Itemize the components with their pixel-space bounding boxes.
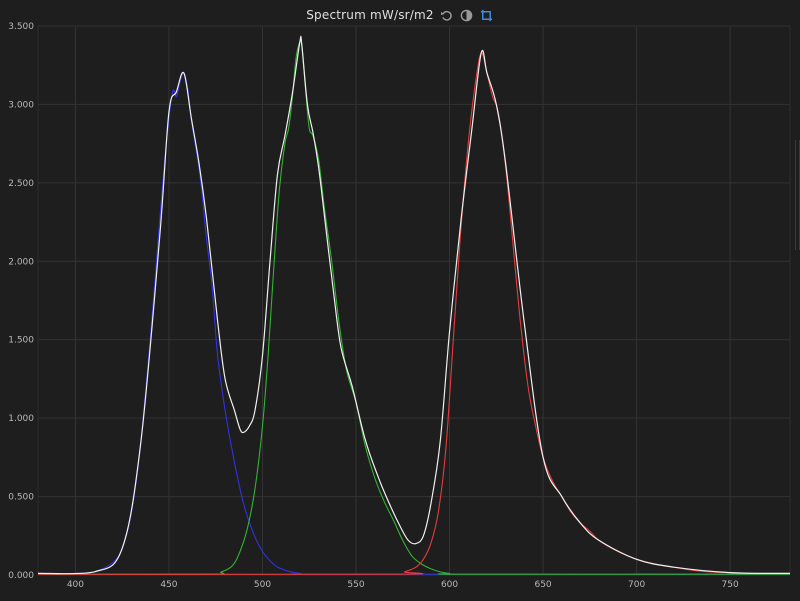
plot-frame — [37, 25, 791, 576]
x-tick-label: 600 — [441, 580, 458, 590]
y-tick-label: 3.500 — [8, 22, 34, 32]
tick-labels: 400 450 500 550 600 650 700 750 0.000 0.500 1.000 1… — [8, 22, 739, 590]
x-tick-label: 500 — [254, 580, 271, 590]
x-tick-label: 550 — [347, 580, 364, 590]
x-tick-label: 450 — [160, 580, 177, 590]
x-tick-label: 400 — [67, 580, 84, 590]
grid — [37, 25, 791, 576]
green-series-line — [37, 38, 791, 575]
crop-icon[interactable] — [480, 8, 494, 22]
series-layer — [37, 35, 791, 575]
side-scroll-handle[interactable] — [795, 140, 800, 250]
x-tick-label: 650 — [534, 580, 551, 590]
contrast-icon[interactable] — [460, 8, 474, 22]
y-tick-label: 0.500 — [8, 493, 34, 503]
chart-title: Spectrum mW/sr/m2 — [306, 8, 434, 22]
x-tick-label: 700 — [628, 580, 645, 590]
blue-series-line — [37, 72, 791, 575]
y-tick-label: 2.000 — [8, 257, 34, 267]
y-tick-label: 3.000 — [8, 100, 34, 110]
total-series-line — [37, 35, 791, 575]
y-tick-label: 2.500 — [8, 179, 34, 189]
reset-icon[interactable] — [440, 8, 454, 22]
y-tick-label: 1.500 — [8, 336, 34, 346]
y-tick-label: 1.000 — [8, 414, 34, 424]
y-tick-label: 0.000 — [8, 571, 34, 581]
x-tick-label: 750 — [722, 580, 739, 590]
chart-header: Spectrum mW/sr/m2 — [0, 0, 800, 30]
